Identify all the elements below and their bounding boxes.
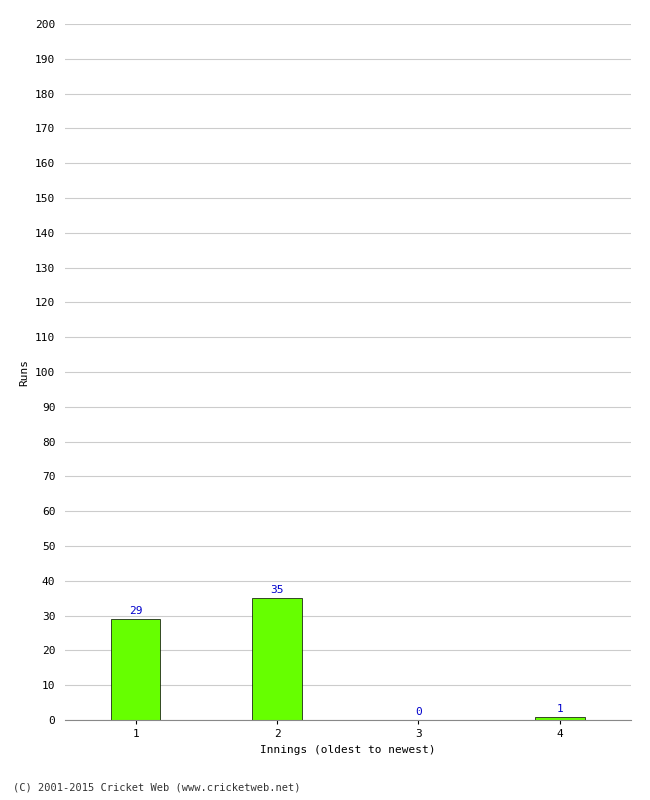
Bar <box>111 619 161 720</box>
Text: 0: 0 <box>415 707 422 718</box>
Text: 35: 35 <box>270 586 284 595</box>
Text: 29: 29 <box>129 606 142 616</box>
Text: (C) 2001-2015 Cricket Web (www.cricketweb.net): (C) 2001-2015 Cricket Web (www.cricketwe… <box>13 782 300 792</box>
Bar <box>252 598 302 720</box>
Text: 1: 1 <box>556 704 563 714</box>
Bar <box>535 717 584 720</box>
Y-axis label: Runs: Runs <box>20 358 29 386</box>
X-axis label: Innings (oldest to newest): Innings (oldest to newest) <box>260 745 436 754</box>
